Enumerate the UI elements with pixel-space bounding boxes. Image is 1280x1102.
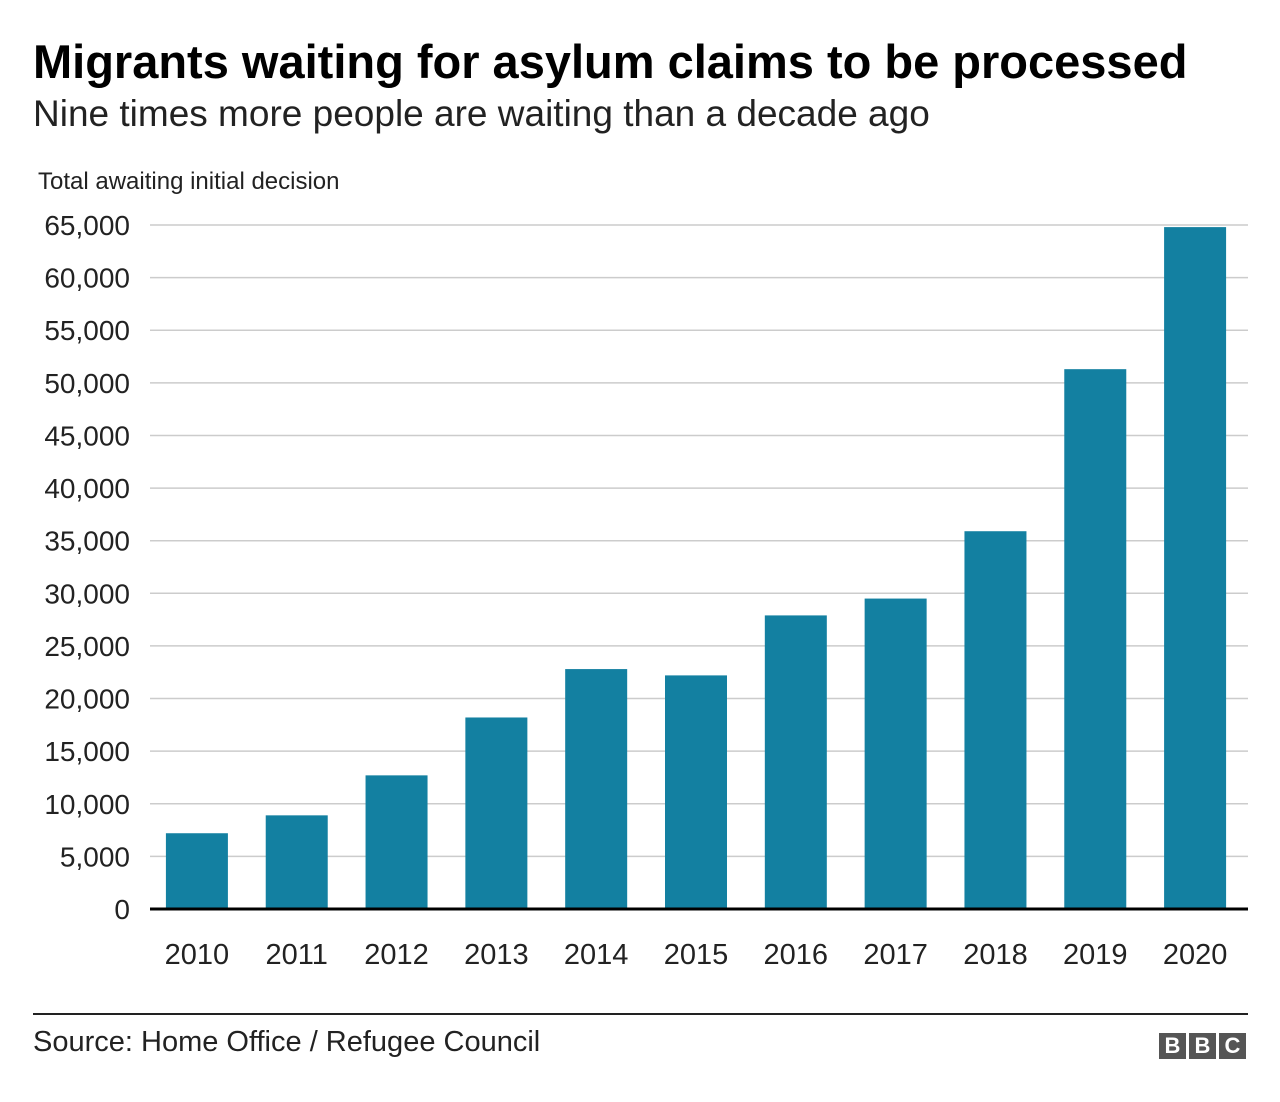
x-tick-label: 2014 bbox=[564, 939, 629, 971]
bar-2019 bbox=[1064, 369, 1127, 910]
x-tick-label: 2018 bbox=[963, 939, 1028, 971]
y-tick-label: 25,000 bbox=[44, 631, 130, 662]
y-axis-label: Total awaiting initial decision bbox=[38, 168, 340, 195]
bar-2016 bbox=[764, 615, 827, 909]
bbc-logo: B B C bbox=[1159, 1033, 1246, 1059]
bar-2012 bbox=[365, 775, 428, 909]
logo-letter: B bbox=[1159, 1033, 1186, 1059]
x-tick-label: 2011 bbox=[266, 939, 328, 971]
x-tick-label: 2015 bbox=[664, 939, 729, 971]
bar-2015 bbox=[665, 675, 727, 909]
bar-2018 bbox=[964, 531, 1027, 909]
bar-2013 bbox=[465, 717, 528, 909]
x-tick-label: 2012 bbox=[364, 939, 429, 971]
y-tick-label: 45,000 bbox=[44, 420, 130, 451]
logo-letter: C bbox=[1219, 1033, 1246, 1059]
y-tick-label: 10,000 bbox=[44, 789, 130, 820]
chart-subtitle: Nine times more people are waiting than … bbox=[33, 93, 930, 134]
source-note: Source: Home Office / Refugee Council bbox=[33, 1026, 541, 1058]
bar-2014 bbox=[565, 669, 628, 909]
y-tick-label: 60,000 bbox=[44, 263, 130, 294]
bar-2010 bbox=[165, 833, 228, 909]
x-tick-label: 2016 bbox=[764, 939, 829, 971]
x-tick-label: 2019 bbox=[1063, 939, 1128, 971]
y-tick-label: 20,000 bbox=[44, 684, 130, 715]
y-tick-label: 5,000 bbox=[60, 841, 130, 872]
x-tick-label: 2013 bbox=[464, 939, 529, 971]
x-tick-label: 2020 bbox=[1163, 939, 1228, 971]
y-tick-label: 30,000 bbox=[44, 578, 130, 609]
logo-letter: B bbox=[1189, 1033, 1216, 1059]
bar-chart: 0 5,000 10,000 15,000 20,000 25,000 30,000 35,0… bbox=[44, 210, 1248, 971]
bar-2017 bbox=[864, 598, 927, 909]
x-tick-label: 2010 bbox=[165, 939, 230, 971]
footer-divider bbox=[33, 1013, 1248, 1015]
y-tick-label: 55,000 bbox=[44, 315, 130, 346]
y-tick-label: 40,000 bbox=[44, 473, 130, 504]
y-tick-label: 0 bbox=[114, 894, 130, 925]
x-tick-label: 2017 bbox=[863, 939, 928, 971]
y-tick-label: 50,000 bbox=[44, 368, 130, 399]
y-tick-label: 65,000 bbox=[44, 210, 130, 241]
bar-2011 bbox=[265, 815, 328, 909]
bar-2020 bbox=[1164, 227, 1227, 909]
y-tick-label: 15,000 bbox=[44, 736, 130, 767]
y-tick-label: 35,000 bbox=[44, 526, 130, 557]
chart-title: Migrants waiting for asylum claims to be… bbox=[33, 35, 1188, 88]
